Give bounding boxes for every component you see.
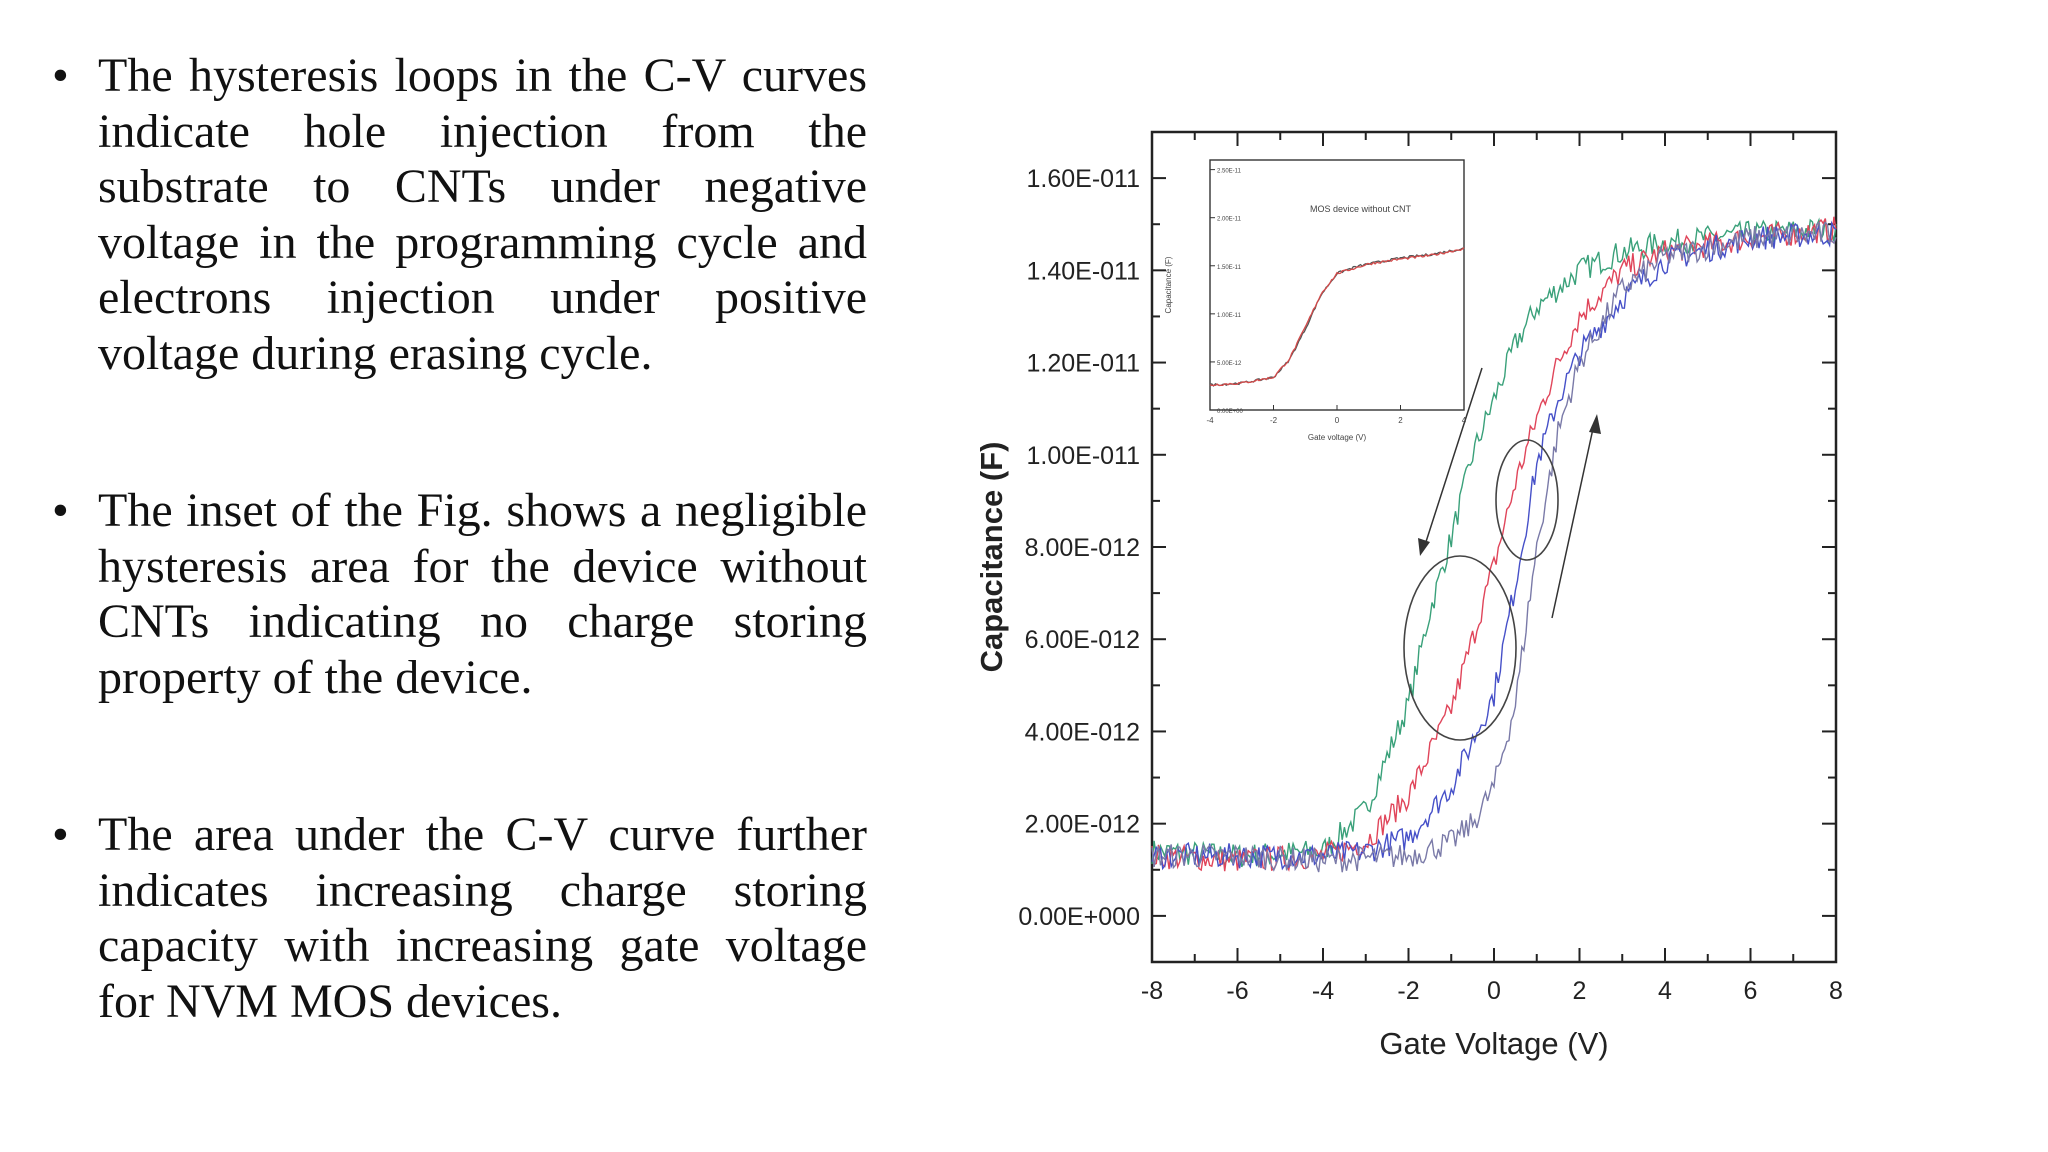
bullet-text: The inset of the Fig. shows a negligible… xyxy=(98,484,867,704)
series-line xyxy=(1151,221,1837,873)
small-circle xyxy=(1495,439,1559,561)
inset-title: MOS device without CNT xyxy=(1310,204,1412,214)
y-tick-label: 1.20E-011 xyxy=(1026,350,1140,378)
x-axis-label: Gate Voltage (V) xyxy=(1379,1026,1608,1061)
y-tick-label: 4.00E-012 xyxy=(1025,718,1140,746)
y-tick-label: 0.00E+000 xyxy=(1018,903,1140,931)
x-tick-label: -2 xyxy=(1397,977,1419,1005)
main-chart: -8 -6 -4 -2 0 2 4 6 80.00E+0002.00E-0124.00E-012… xyxy=(974,130,1843,1061)
inset-y-axis-label: Capacitance (F) xyxy=(1164,256,1173,313)
bullet-text: The area under the C-V curve further ind… xyxy=(98,808,867,1028)
up-arrow xyxy=(1551,423,1595,619)
x-tick-label: -6 xyxy=(1226,977,1248,1005)
y-tick-label: 2.00E-012 xyxy=(1025,811,1140,839)
inset-series-line xyxy=(1209,247,1465,387)
y-tick-label: 1.00E-011 xyxy=(1026,442,1140,470)
x-tick-label: 8 xyxy=(1829,977,1843,1005)
inset-x-tick-label: 0 xyxy=(1335,416,1340,425)
inset-y-tick-label: 1.50E-11 xyxy=(1217,265,1242,271)
bullet-text: The hysteresis loops in the C-V curves i… xyxy=(98,49,867,380)
bullet-marker: • xyxy=(52,484,69,537)
inset-x-tick-label: -2 xyxy=(1270,416,1278,425)
y-tick-label: 1.40E-011 xyxy=(1026,257,1140,285)
y-axis-label: Capacitance (F) xyxy=(974,442,1009,673)
bullet-item: • The inset of the Fig. shows a negligib… xyxy=(52,483,867,705)
inset-y-tick-label: 0.00E+00 xyxy=(1217,409,1244,415)
large-circle xyxy=(1403,555,1517,741)
bullet-item: • The hysteresis loops in the C-V curves… xyxy=(52,48,867,381)
bullet-list: • The hysteresis loops in the C-V curves… xyxy=(52,48,867,1029)
x-tick-label: 0 xyxy=(1487,977,1501,1005)
x-tick-label: 2 xyxy=(1573,977,1587,1005)
inset-y-tick-label: 1.00E-11 xyxy=(1217,313,1242,319)
inset-x-tick-label: 4 xyxy=(1462,416,1467,425)
y-tick-label: 8.00E-012 xyxy=(1025,534,1140,562)
bullet-marker: • xyxy=(52,49,69,102)
series-line xyxy=(1151,217,1837,868)
bullet-item: • The area under the C-V curve further i… xyxy=(52,807,867,1029)
inset-y-tick-label: 5.00E-12 xyxy=(1217,361,1242,367)
x-tick-label: 4 xyxy=(1658,977,1672,1005)
down-arrow xyxy=(1423,367,1483,549)
x-tick-label: 6 xyxy=(1744,977,1758,1005)
inset-y-tick-label: 2.00E-11 xyxy=(1217,217,1242,223)
inset-x-axis-label: Gate voltage (V) xyxy=(1308,433,1367,442)
series-line xyxy=(1151,220,1837,871)
x-tick-label: -4 xyxy=(1312,977,1334,1005)
inset-chart: -4 -2 0 2 4 0.00E+00 5.00E-12 1.00E-11 1.50E-11 2… xyxy=(1164,159,1467,442)
inset-frame xyxy=(1209,159,1465,411)
inset-y-tick-label: 2.50E-11 xyxy=(1217,169,1242,175)
y-tick-label: 1.60E-011 xyxy=(1026,165,1140,193)
inset-x-tick-label: 2 xyxy=(1398,416,1403,425)
y-tick-label: 6.00E-012 xyxy=(1025,626,1140,654)
up-arrow-head xyxy=(1589,414,1601,434)
x-tick-label: -8 xyxy=(1141,977,1163,1005)
down-arrow-head xyxy=(1418,538,1430,556)
inset-x-tick-label: -4 xyxy=(1206,416,1214,425)
bullet-marker: • xyxy=(52,808,69,861)
